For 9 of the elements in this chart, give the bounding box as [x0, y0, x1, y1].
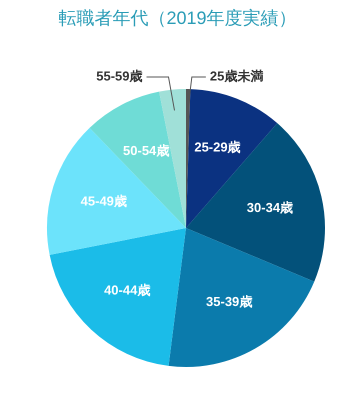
- slice-label: 30-34歳: [246, 200, 294, 215]
- slice-label: 50-54歳: [123, 143, 170, 158]
- slice-label: 25歳未満: [210, 68, 264, 84]
- slice-label: 40-44歳: [104, 282, 150, 298]
- slice-label: 35-39歳: [206, 294, 252, 310]
- chart-title: 転職者年代（2019年度実績）: [57, 7, 298, 30]
- slice-label: 45-49歳: [80, 194, 127, 209]
- slice-label: 55-59歳: [96, 68, 143, 84]
- slice-label: 25-29歳: [194, 139, 241, 154]
